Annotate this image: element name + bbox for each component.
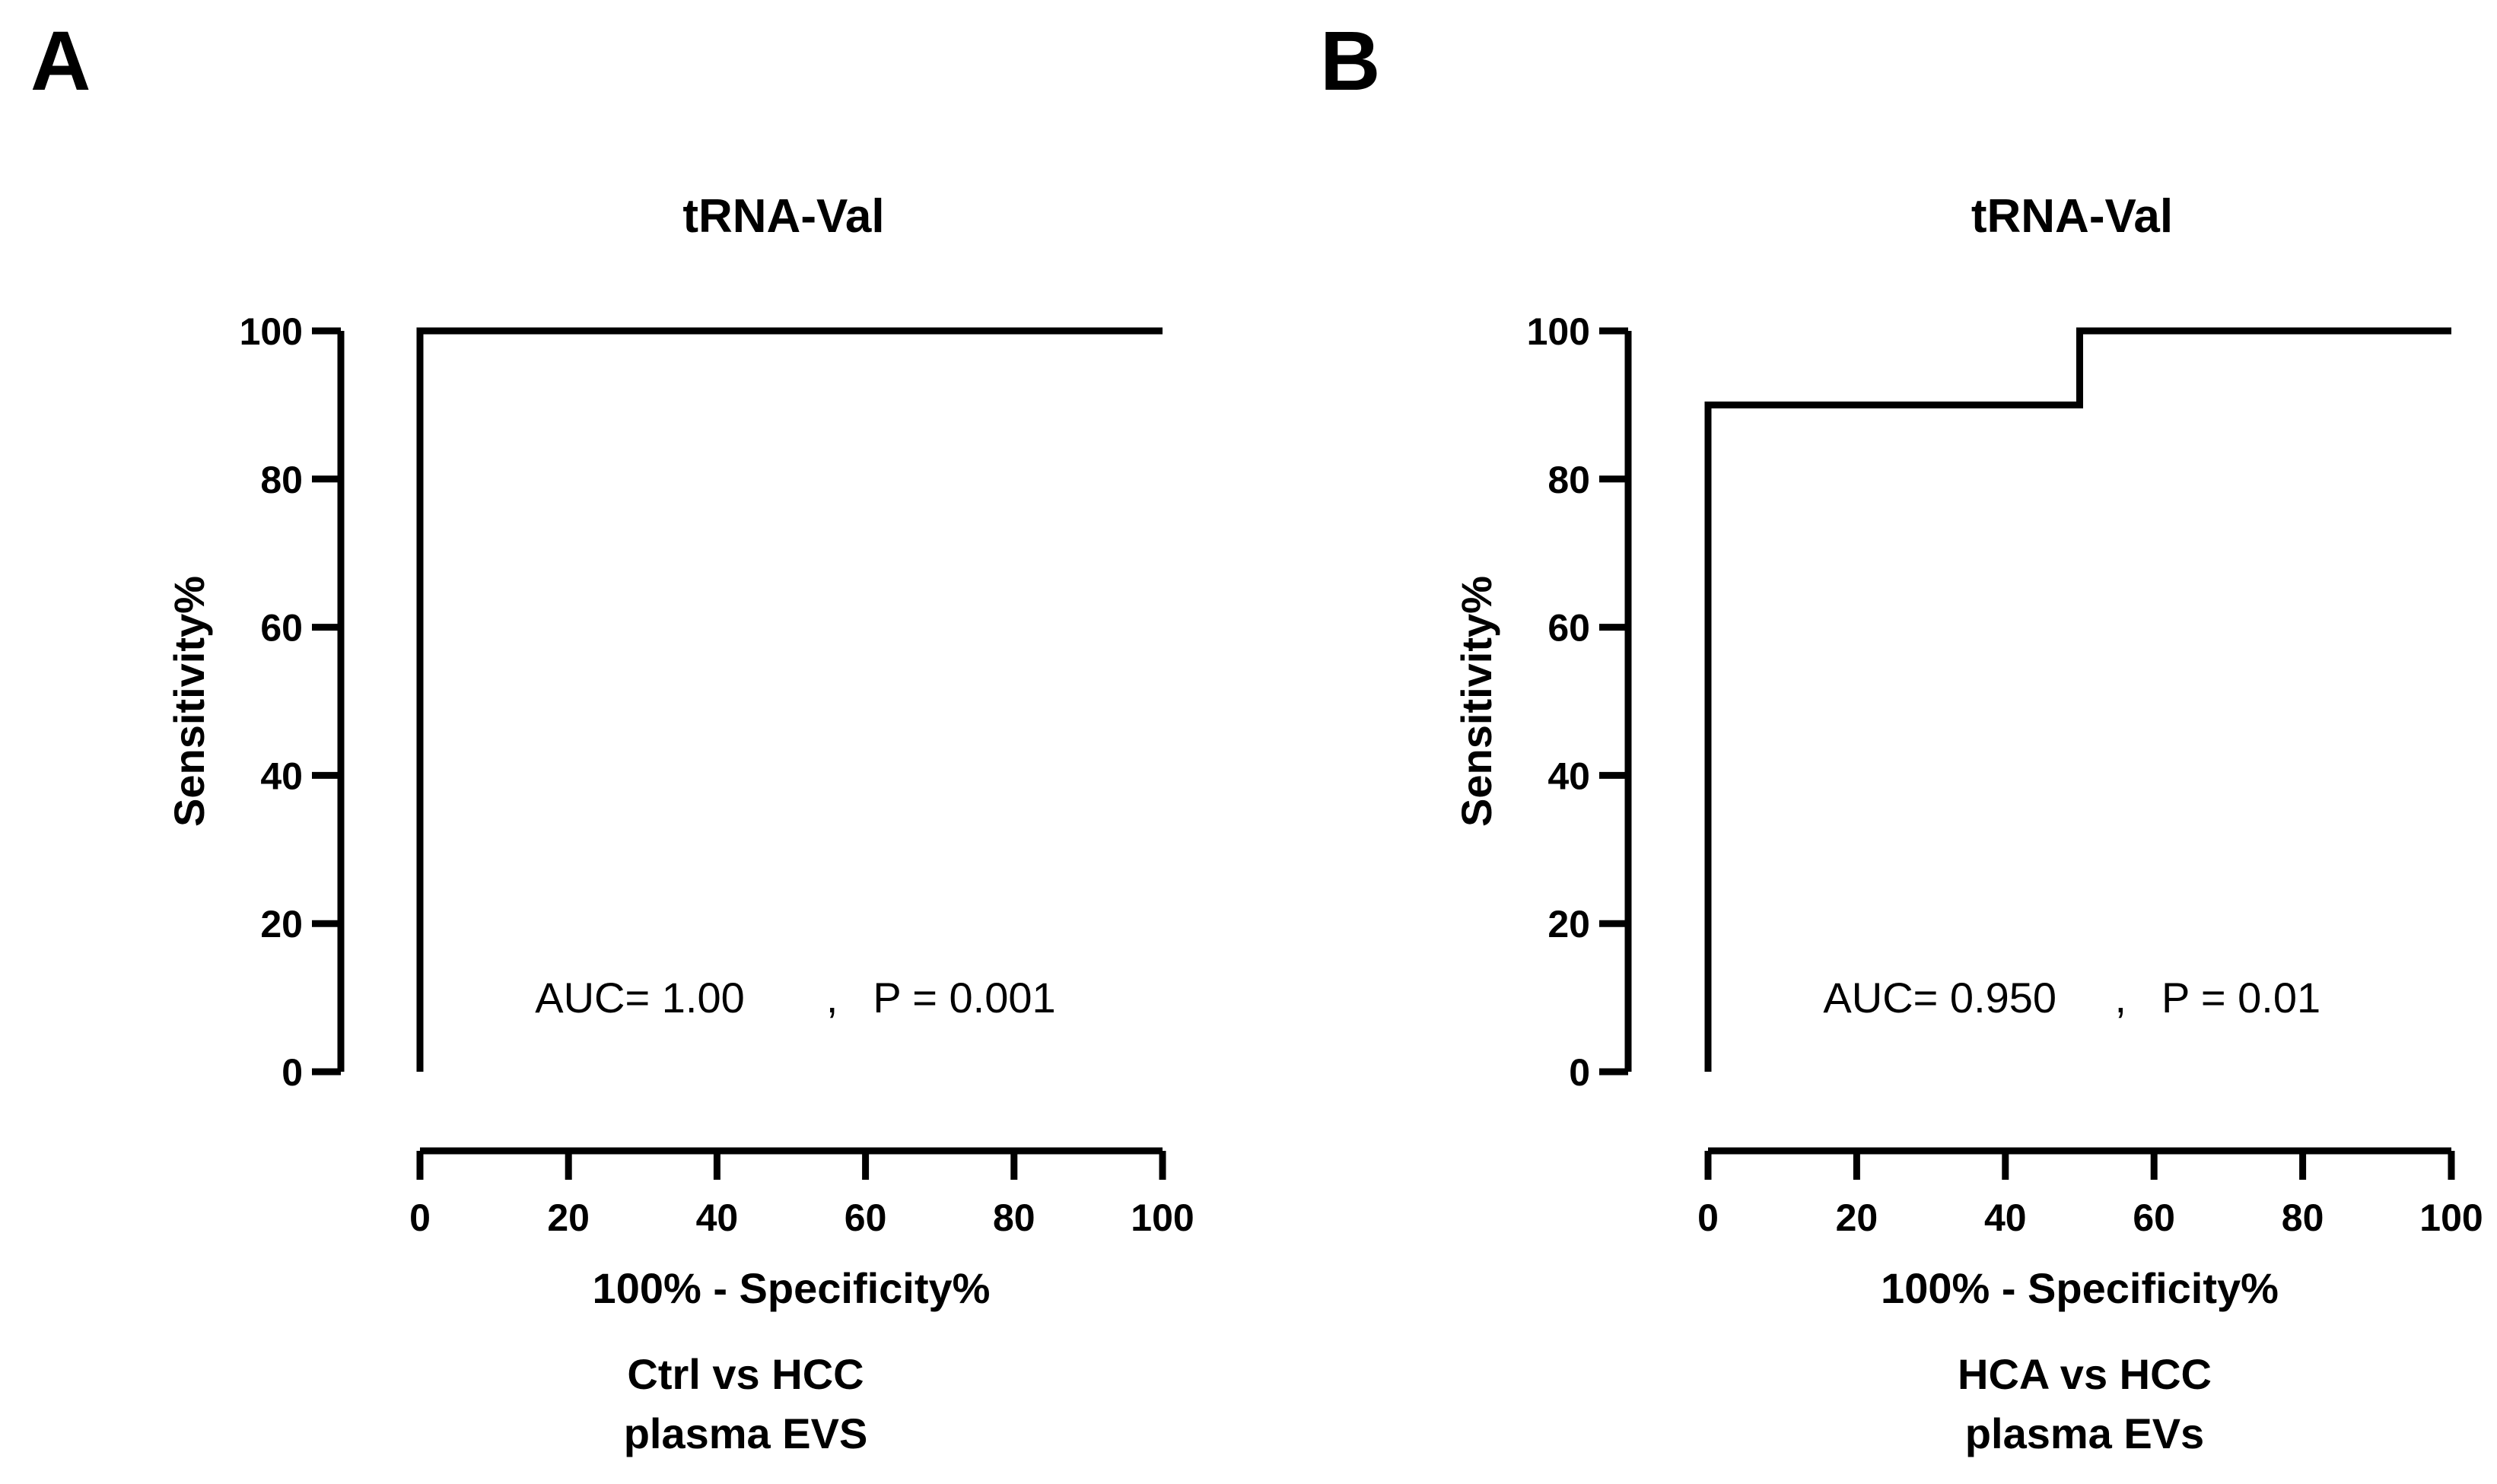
x-tick-label: 100 — [2419, 1196, 2483, 1239]
y-tick-label: 80 — [260, 459, 303, 501]
chart-title: tRNA-Val — [1971, 190, 2173, 243]
y-axis-label: Sensitivity% — [165, 576, 213, 827]
x-axis-label: 100% - Specificity% — [1881, 1264, 2279, 1312]
annotation-separator: , — [826, 974, 838, 1022]
y-tick-label: 40 — [1548, 755, 1590, 797]
y-axis-label: Sensitivity% — [1452, 576, 1500, 827]
auc-text: AUC= 0.950 — [1823, 974, 2056, 1022]
x-tick-label: 80 — [2282, 1196, 2324, 1239]
caption-line: HCA vs HCC — [1958, 1350, 2212, 1398]
y-tick-label: 0 — [282, 1051, 303, 1094]
x-tick-label: 40 — [1984, 1196, 2027, 1239]
roc-curve — [1704, 327, 2451, 1072]
y-tick-label: 100 — [240, 310, 303, 353]
roc-curve — [416, 327, 1163, 1072]
x-tick-label: 40 — [696, 1196, 739, 1239]
x-tick-label: 60 — [2133, 1196, 2175, 1239]
y-tick-label: 60 — [1548, 607, 1590, 650]
x-tick-label: 100 — [1131, 1196, 1194, 1239]
x-tick-label: 20 — [1836, 1196, 1878, 1239]
annotation-separator: , — [2114, 974, 2126, 1022]
y-tick-label: 20 — [260, 903, 303, 945]
panel-letter: B — [1320, 14, 1380, 108]
p-value-text: P = 0.001 — [873, 974, 1055, 1022]
x-tick-label: 0 — [409, 1196, 431, 1239]
caption-line: Ctrl vs HCC — [627, 1350, 864, 1398]
x-tick-label: 60 — [845, 1196, 887, 1239]
x-tick-label: 0 — [1697, 1196, 1719, 1239]
y-tick-label: 0 — [1569, 1051, 1590, 1094]
chart-title: tRNA-Val — [682, 190, 884, 243]
caption-line: plasma EVs — [1965, 1409, 2204, 1457]
y-tick-label: 60 — [260, 607, 303, 650]
x-tick-label: 20 — [547, 1196, 590, 1239]
auc-text: AUC= 1.00 — [535, 974, 745, 1022]
y-tick-label: 100 — [1527, 310, 1590, 353]
x-tick-label: 80 — [993, 1196, 1035, 1239]
x-axis-label: 100% - Specificity% — [593, 1264, 991, 1312]
caption-line: plasma EVS — [624, 1409, 868, 1457]
y-tick-label: 20 — [1548, 903, 1590, 945]
p-value-text: P = 0.01 — [2161, 974, 2320, 1022]
y-tick-label: 80 — [1548, 459, 1590, 501]
y-tick-label: 40 — [260, 755, 303, 797]
panel-letter: A — [30, 14, 91, 108]
